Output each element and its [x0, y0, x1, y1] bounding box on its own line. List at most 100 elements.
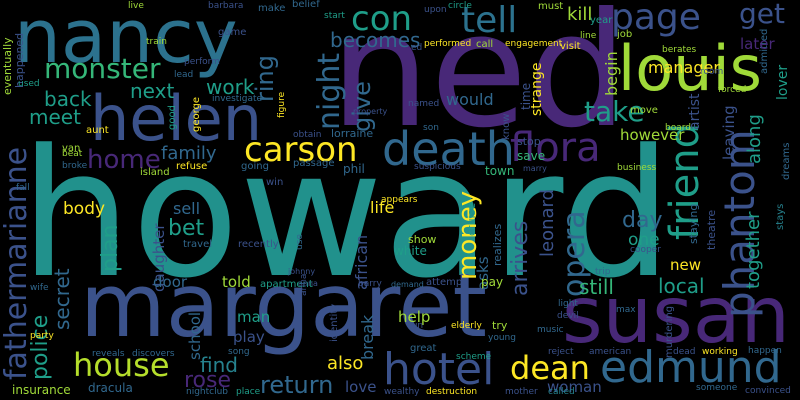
word-identity: identity — [329, 303, 340, 342]
word-wife: wife — [30, 283, 49, 293]
word-door: door — [153, 273, 188, 291]
word-woman: woman — [547, 378, 602, 396]
word-back: back — [44, 87, 92, 111]
word-helen: helen — [90, 82, 263, 155]
word-get: get — [739, 0, 785, 30]
word-try: try — [492, 319, 508, 332]
word-sell: sell — [173, 199, 201, 218]
word-dean: dean — [510, 349, 590, 387]
word-tell: tell — [461, 0, 518, 41]
word-edmund: edmund — [600, 342, 782, 393]
word-time: time — [519, 82, 533, 110]
word-barbara: barbara — [208, 1, 244, 11]
word-insurance: insurance — [12, 383, 71, 397]
word-stays: stays — [775, 203, 786, 230]
word-louis: louis — [618, 32, 762, 105]
word-dracula: dracula — [88, 381, 133, 395]
word-use: use — [295, 234, 305, 250]
word-must: must — [538, 1, 564, 12]
word-flora: flora — [510, 125, 601, 171]
word-manager: manager — [648, 58, 720, 77]
word-going: going — [241, 161, 269, 172]
word-love: love — [345, 378, 377, 396]
word-lorraine: lorraine — [331, 127, 374, 140]
word-convinced: convinced — [745, 386, 791, 396]
word-show: show — [408, 233, 437, 246]
word-new: new — [670, 256, 702, 274]
word-night: night — [312, 52, 347, 130]
word-lead: lead — [174, 70, 194, 80]
word-win: win — [266, 177, 284, 188]
word-town: town — [485, 164, 515, 178]
word-ned: ned — [330, 0, 628, 163]
word-job: job — [617, 29, 633, 40]
word-attempt: attempt — [426, 277, 467, 288]
word-perform: perform — [184, 57, 220, 67]
word-run: run — [408, 321, 424, 331]
word-still: still — [579, 275, 614, 299]
word-suspicious: suspicious — [414, 162, 461, 172]
word-nightclub: nightclub — [186, 387, 229, 397]
word-susan: susan — [562, 271, 790, 361]
word-devil: devil — [557, 311, 579, 321]
word-circle: circle — [448, 1, 472, 11]
word-local: local — [658, 274, 705, 298]
word-next: next — [130, 79, 175, 103]
word-staying: staying — [687, 203, 700, 244]
word-forced: forced — [718, 85, 747, 95]
word-school: school — [186, 311, 204, 360]
word-cruise: cruise — [465, 202, 478, 236]
word-apartment: apartment — [260, 279, 313, 290]
word-destruction: destruction — [426, 387, 478, 397]
word-van: van — [62, 143, 81, 154]
word-happen: happen — [748, 346, 782, 356]
word-death: death — [382, 122, 515, 176]
word-investigate: investigate — [212, 94, 263, 104]
word-howard: howard — [20, 112, 673, 317]
word-dreams: dreams — [781, 142, 792, 180]
word-help: help — [398, 308, 431, 326]
word-light: light — [558, 299, 578, 309]
word-mother: mother — [505, 387, 538, 397]
word-visit: visit — [560, 41, 581, 52]
word-secret: secret — [50, 268, 74, 330]
word-engagement: engagement — [505, 39, 563, 49]
word-would: would — [446, 90, 494, 109]
word-anna: anna — [298, 279, 318, 288]
word-trip: trip — [595, 267, 611, 277]
word-return: return — [260, 371, 334, 399]
word-music: music — [537, 325, 564, 335]
word-one: one — [628, 230, 660, 250]
word-day: day — [622, 208, 663, 233]
word-passage: passage — [293, 158, 335, 169]
word-refuse: refuse — [176, 161, 208, 172]
word-ed: ed — [411, 43, 423, 53]
word-cooper: cooper — [630, 245, 661, 255]
word-obtain: obtain — [293, 130, 322, 140]
word-call: call — [476, 39, 494, 50]
word-also: also — [327, 353, 364, 374]
word-hotel: hotel — [383, 344, 495, 395]
word-know: know — [501, 113, 512, 140]
word-however: however — [620, 126, 685, 144]
word-home: home — [87, 145, 161, 175]
word-later: later — [740, 35, 775, 53]
word-make: make — [258, 3, 286, 14]
word-body: body — [63, 199, 106, 219]
word-beat: beat — [62, 149, 83, 159]
word-save: save — [517, 149, 546, 163]
word-party: party — [30, 331, 54, 341]
word-white: white — [394, 244, 427, 258]
word-reject: reject — [548, 347, 574, 357]
word-island: island — [140, 167, 170, 178]
word-realizes: realizes — [491, 223, 504, 266]
word-aunt: aunt — [86, 125, 109, 136]
word-year: year — [590, 15, 613, 26]
word-son: son — [423, 123, 439, 133]
word-con: con — [351, 0, 413, 39]
word-george: george — [191, 96, 202, 132]
word-monster: monster — [44, 52, 161, 85]
word-elderly: elderly — [451, 321, 482, 331]
word-travel: travel — [183, 239, 213, 250]
word-play: play — [233, 328, 265, 346]
